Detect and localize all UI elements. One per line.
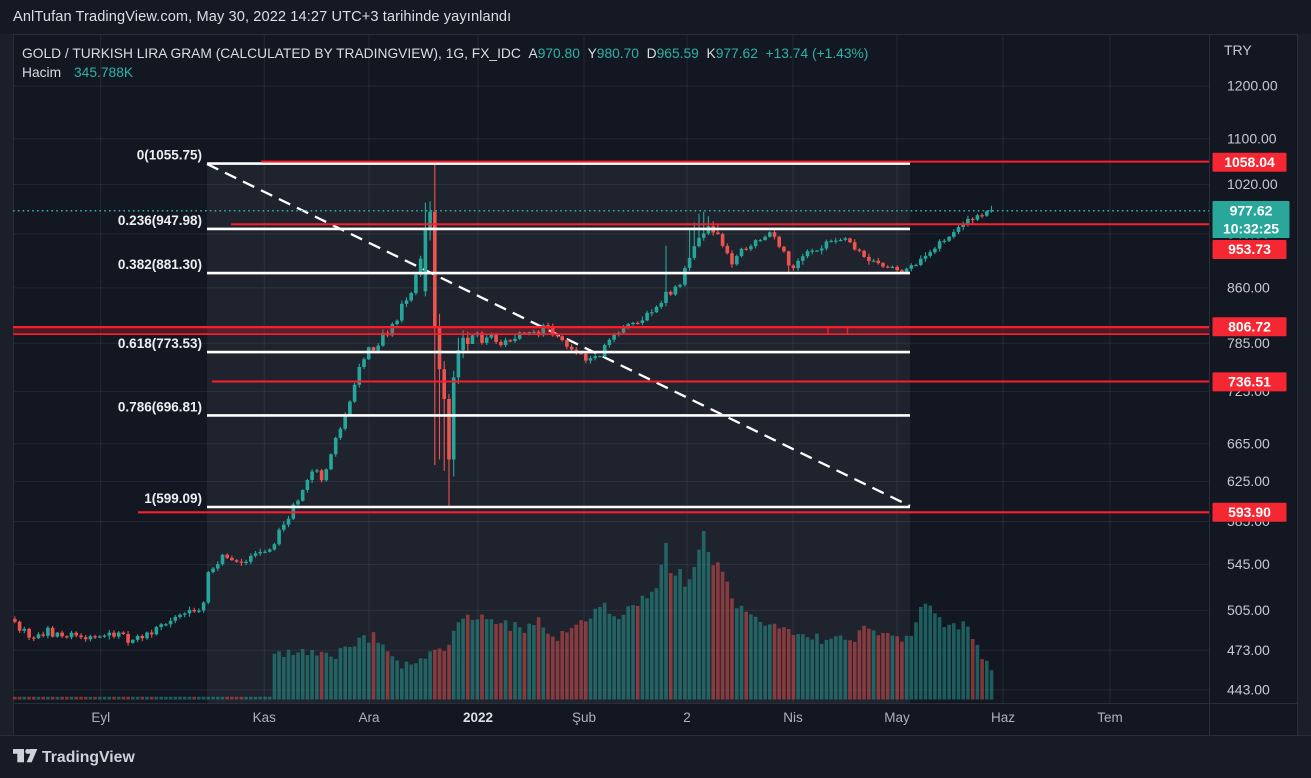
svg-text:Şub: Şub [572, 710, 596, 725]
svg-text:Nis: Nis [783, 710, 803, 725]
svg-text:Tem: Tem [1097, 710, 1123, 725]
svg-text:736.51: 736.51 [1228, 374, 1271, 390]
svg-text:473.00: 473.00 [1227, 642, 1270, 658]
svg-text:0.786(696.81): 0.786(696.81) [118, 399, 202, 414]
svg-text:TradingView: TradingView [42, 749, 135, 766]
svg-text:Eyl: Eyl [91, 710, 110, 725]
svg-text:2: 2 [683, 710, 691, 725]
svg-text:625.00: 625.00 [1227, 473, 1270, 489]
svg-text:Haz: Haz [991, 710, 1015, 725]
svg-text:785.00: 785.00 [1227, 335, 1270, 351]
svg-text:0(1055.75): 0(1055.75) [137, 148, 202, 163]
svg-text:TRY: TRY [1224, 42, 1252, 58]
svg-text:1058.04: 1058.04 [1224, 154, 1275, 170]
svg-text:Ara: Ara [358, 710, 380, 725]
svg-text:0.236(947.98): 0.236(947.98) [118, 213, 202, 228]
svg-text:1200.00: 1200.00 [1227, 78, 1278, 94]
svg-text:545.00: 545.00 [1227, 556, 1270, 572]
svg-text:May: May [884, 710, 910, 725]
svg-text:GOLD / TURKISH LIRA GRAM (CALC: GOLD / TURKISH LIRA GRAM (CALCULATED BY … [22, 46, 868, 61]
svg-text:1(599.09): 1(599.09) [144, 491, 202, 506]
svg-text:Hacim: Hacim [22, 65, 61, 80]
svg-text:0.618(773.53): 0.618(773.53) [118, 336, 202, 351]
svg-text:1100.00: 1100.00 [1227, 130, 1277, 146]
svg-text:860.00: 860.00 [1227, 280, 1270, 296]
svg-text:10:32:25: 10:32:25 [1223, 221, 1279, 237]
svg-text:505.00: 505.00 [1227, 602, 1270, 618]
svg-text:0.382(881.30): 0.382(881.30) [118, 257, 202, 272]
svg-text:593.90: 593.90 [1228, 504, 1271, 520]
svg-text:2022: 2022 [463, 710, 493, 725]
svg-text:806.72: 806.72 [1228, 318, 1271, 334]
svg-text:1020.00: 1020.00 [1227, 176, 1278, 192]
svg-text:953.73: 953.73 [1228, 241, 1271, 257]
svg-text:665.00: 665.00 [1227, 435, 1270, 451]
svg-text:Kas: Kas [253, 710, 277, 725]
svg-text:977.62: 977.62 [1230, 203, 1273, 219]
svg-text:345.788K: 345.788K [74, 65, 134, 80]
svg-text:443.00: 443.00 [1227, 682, 1270, 698]
